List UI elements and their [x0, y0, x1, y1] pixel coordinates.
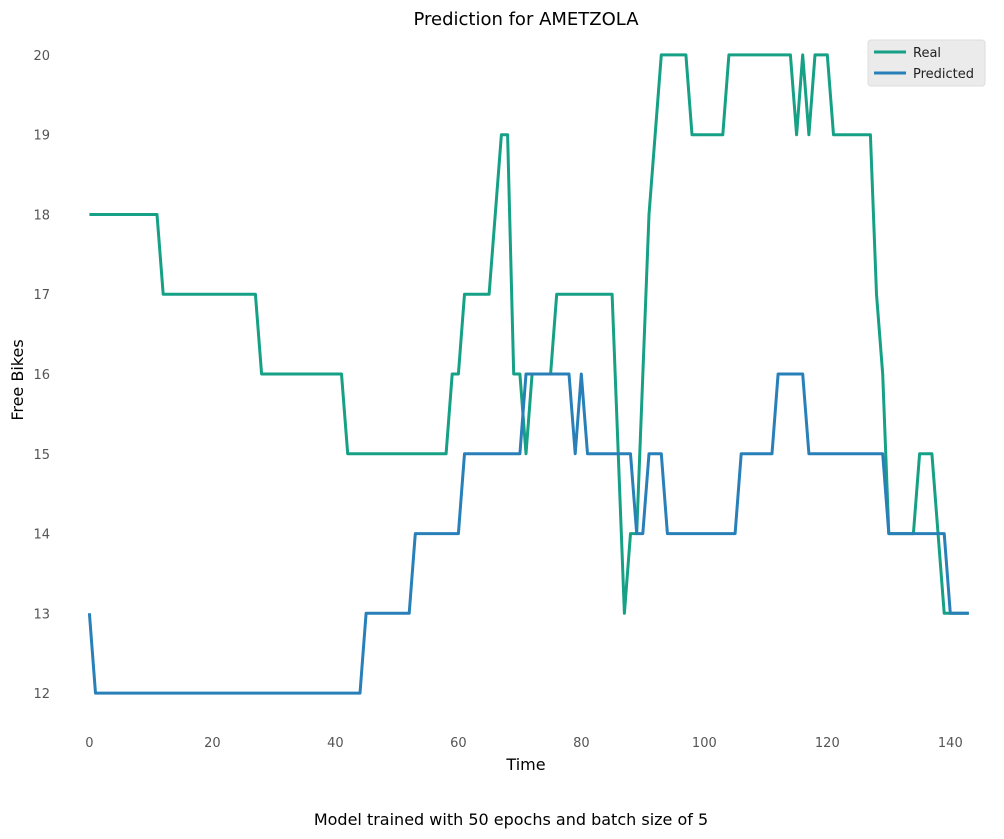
x-axis-ticks: 0 20 40 60 80 100 120 140 — [85, 736, 963, 751]
y-tick-label: 17 — [33, 288, 50, 303]
y-tick-label: 14 — [33, 528, 50, 543]
legend-label-predicted: Predicted — [913, 67, 974, 82]
x-tick-label: 120 — [815, 736, 840, 751]
x-tick-label: 40 — [327, 736, 344, 751]
chart-caption: Model trained with 50 epochs and batch s… — [314, 810, 708, 829]
y-tick-label: 16 — [33, 368, 50, 383]
y-tick-label: 15 — [33, 448, 50, 463]
series-line-real — [89, 53, 969, 615]
chart-title: Prediction for AMETZOLA — [413, 9, 639, 30]
x-tick-label: 100 — [692, 736, 717, 751]
y-tick-label: 20 — [33, 49, 50, 64]
x-tick-label: 0 — [85, 736, 93, 751]
y-tick-label: 12 — [33, 687, 50, 702]
y-tick-label: 19 — [33, 129, 50, 144]
legend: Real Predicted — [867, 39, 986, 87]
y-axis-label: Free Bikes — [8, 339, 27, 420]
x-tick-label: 80 — [573, 736, 590, 751]
x-tick-label: 20 — [204, 736, 221, 751]
y-tick-label: 13 — [33, 607, 50, 622]
series-line-predicted — [87, 372, 969, 695]
x-tick-label: 60 — [450, 736, 467, 751]
plot-area — [87, 53, 969, 695]
y-tick-label: 18 — [33, 208, 50, 223]
x-axis-label: Time — [505, 755, 545, 774]
x-tick-label: 140 — [938, 736, 963, 751]
y-axis-ticks: 12 13 14 15 16 17 18 19 20 — [33, 49, 50, 702]
legend-label-real: Real — [913, 46, 941, 61]
